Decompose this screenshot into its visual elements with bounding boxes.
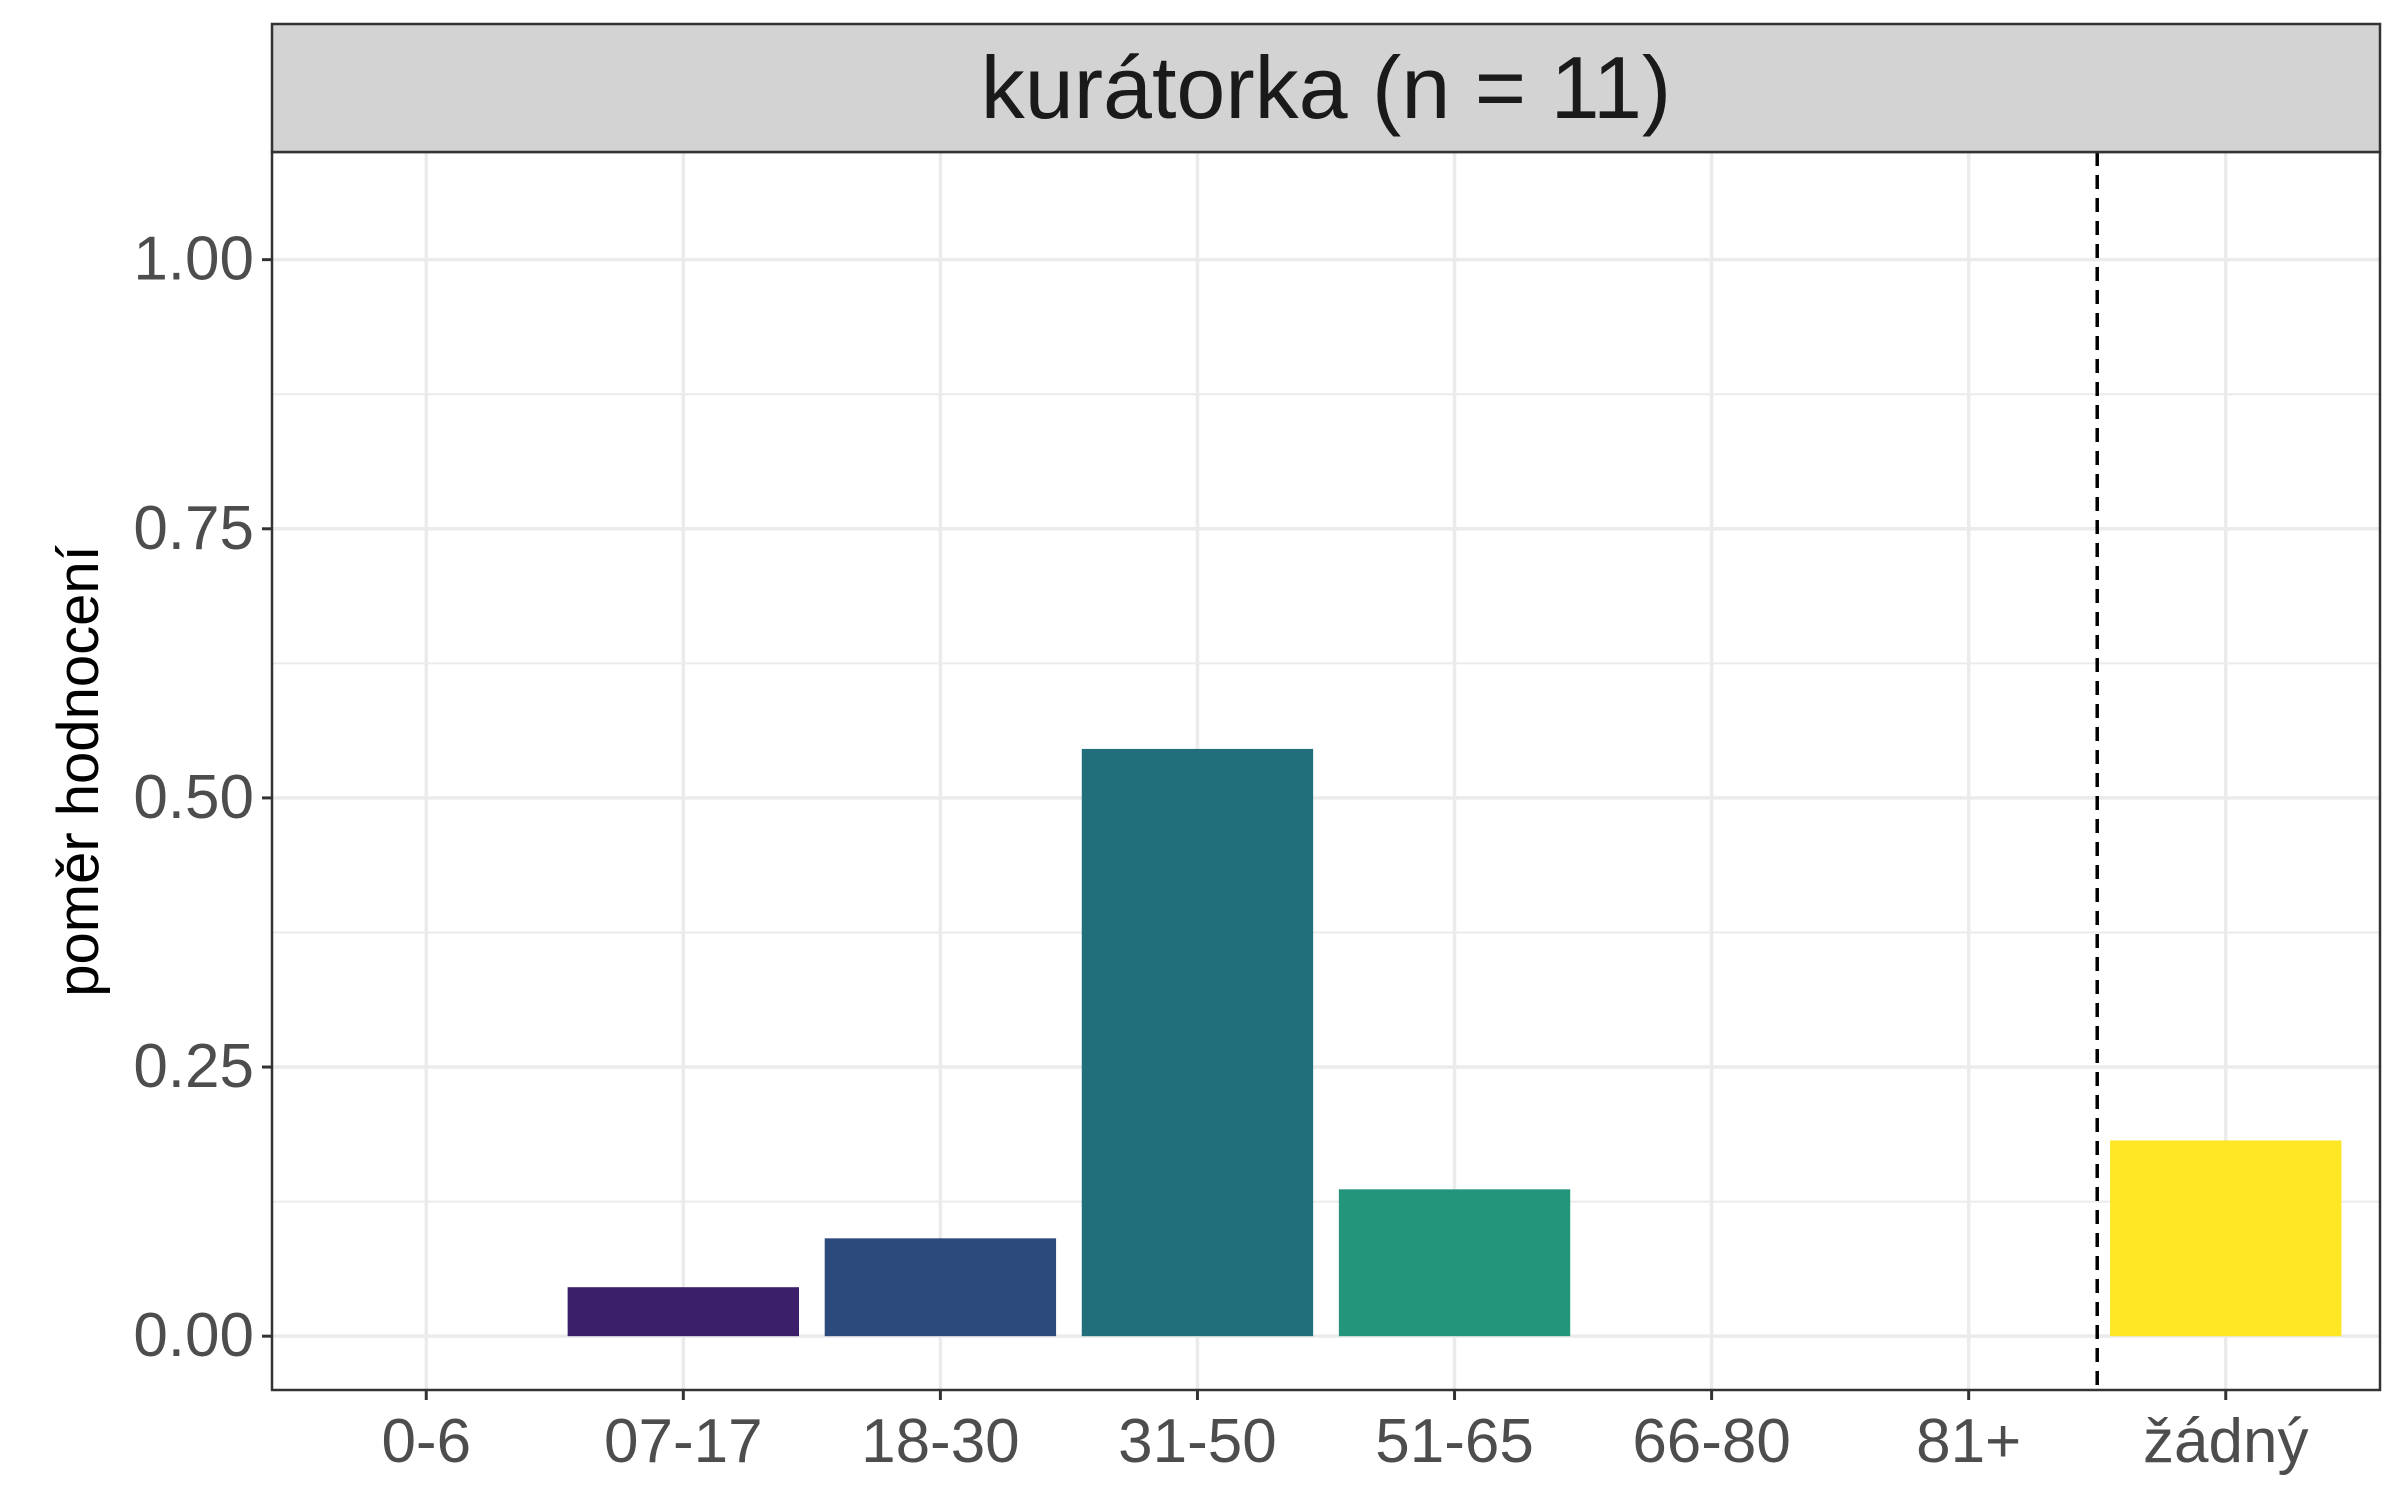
x-tick-label: 81+ [1916, 1407, 2021, 1476]
x-tick-label: žádný [2143, 1407, 2308, 1476]
x-tick-label: 66-80 [1632, 1407, 1791, 1476]
x-tick-label: 31-50 [1118, 1407, 1277, 1476]
y-tick-label: 1.00 [133, 225, 254, 294]
y-axis: 0.00 0.25 0.50 0.75 1.00 [133, 225, 272, 1370]
y-tick-label: 0.00 [133, 1301, 254, 1370]
y-tick-label: 0.75 [133, 494, 254, 563]
y-axis-title: poměr hodnocení [46, 545, 111, 996]
bars [567, 748, 2342, 1337]
bar-31-50 [1081, 748, 1314, 1337]
x-tick-label: 0-6 [381, 1407, 471, 1476]
bar-51-65 [1338, 1189, 1571, 1337]
bar-18-30 [824, 1238, 1057, 1337]
facet-strip [270, 22, 2382, 154]
x-tick-label: 51-65 [1375, 1407, 1534, 1476]
y-tick-label: 0.50 [133, 763, 254, 832]
facet-title: kurátorka (n = 11) [981, 38, 1671, 137]
y-tick-label: 0.25 [133, 1032, 254, 1101]
x-tick-label: 18-30 [861, 1407, 1020, 1476]
panel-background [272, 152, 2380, 1390]
x-tick-label: 07-17 [604, 1407, 763, 1476]
bar-žádný [2110, 1140, 2342, 1337]
x-axis: 0-6 07-17 18-30 31-50 51-65 66-80 81+ žádný [381, 1390, 2308, 1476]
bar-07-17 [567, 1287, 799, 1337]
